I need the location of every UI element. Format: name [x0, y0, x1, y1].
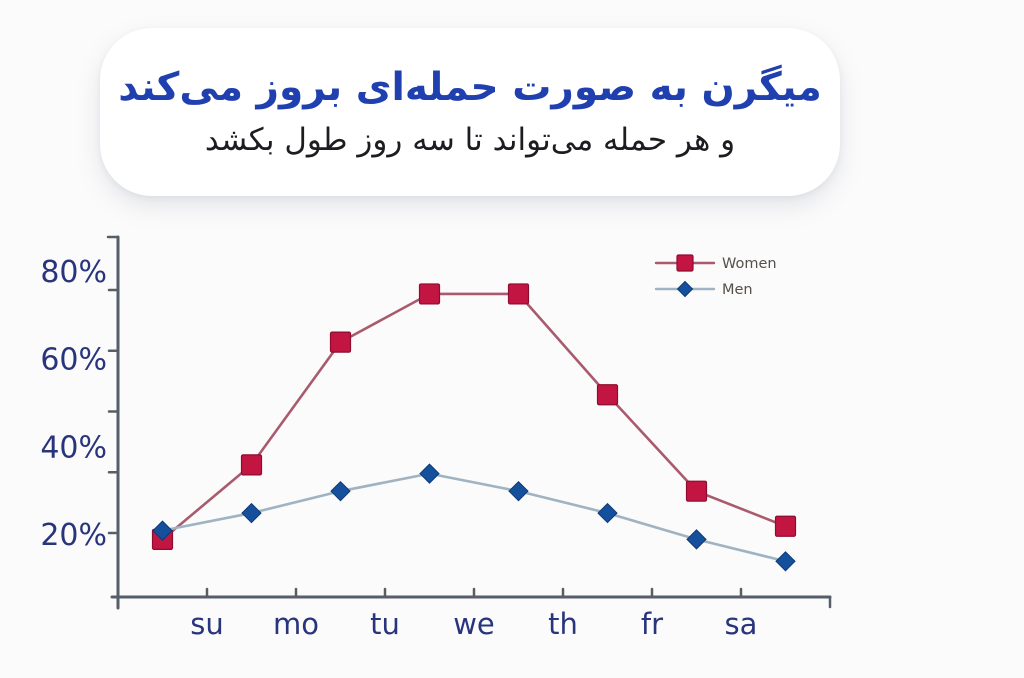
men-marker	[775, 551, 796, 572]
women-line	[161, 292, 786, 541]
headline-subtitle: و هر حمله می‌تواند تا سه روز طول بکشد	[204, 122, 736, 159]
women-marker	[329, 331, 352, 353]
men-marker	[597, 502, 618, 524]
men-marker	[508, 480, 529, 502]
legend-item-men: Men	[654, 280, 753, 298]
women-marker	[596, 384, 619, 406]
men-marker	[152, 520, 173, 541]
x-axis-label: sa	[725, 607, 758, 641]
y-axis-label: 80%	[40, 255, 107, 290]
women-marker	[774, 515, 797, 537]
y-axis-label: 20%	[40, 518, 107, 553]
legend-item-women: Women	[654, 254, 777, 272]
women-marker	[685, 480, 708, 502]
women-marker	[418, 283, 441, 305]
header-card: میگرن به صورت حمله‌ای بروز می‌کند و هر ح…	[100, 28, 840, 196]
x-axis-label: mo	[273, 607, 319, 641]
x-axis-label: tu	[370, 607, 400, 641]
men-marker	[330, 480, 351, 502]
men-marker	[686, 529, 707, 550]
legend-label: Men	[722, 282, 753, 298]
legend-square-icon	[676, 254, 694, 272]
legend-label: Women	[722, 256, 777, 272]
women-marker	[507, 283, 530, 305]
legend-diamond-icon	[676, 280, 694, 298]
headline-title: میگرن به صورت حمله‌ای بروز می‌کند	[118, 64, 822, 110]
men-line	[162, 472, 786, 563]
men-marker	[241, 502, 262, 524]
y-axis-label: 40%	[40, 430, 107, 465]
x-axis-label: su	[190, 607, 224, 641]
y-axis-label: 60%	[40, 343, 107, 378]
x-axis-label: we	[453, 607, 495, 641]
women-marker	[240, 454, 263, 476]
men-marker	[419, 463, 440, 484]
x-axis-label: fr	[641, 607, 663, 641]
x-axis-label: th	[548, 607, 578, 641]
